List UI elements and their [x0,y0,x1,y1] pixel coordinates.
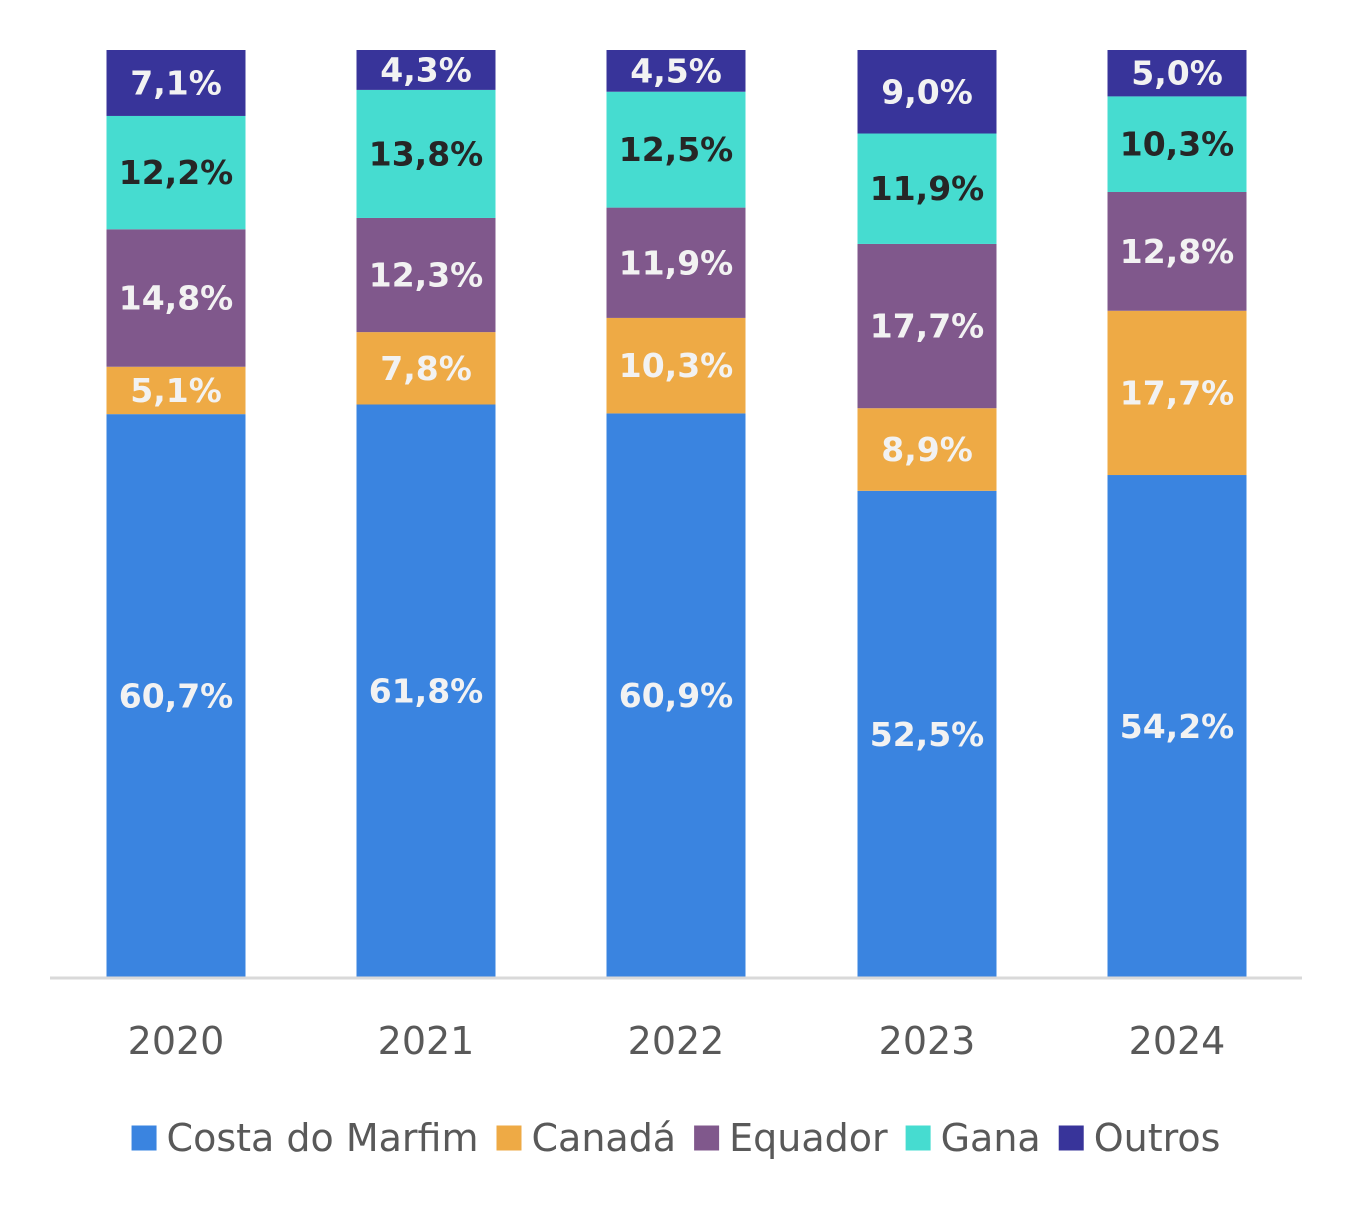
legend-item-canada: Canadá [496,1116,677,1160]
bar-segment-costa-do-marfim-2020 [106,414,246,978]
data-label-gana-2021: 13,8% [369,134,484,173]
bar-segment-equador-2024 [1107,191,1247,311]
x-tick-label-2020: 2020 [128,1019,225,1063]
legend-label-equador: Equador [729,1116,888,1160]
data-label-outros-2021: 4,3% [380,50,472,89]
data-label-gana-2020: 12,2% [119,153,234,192]
legend-item-outros: Outros [1058,1116,1221,1160]
data-label-equador-2020: 14,8% [119,279,234,318]
bar-stack-2022: 60,9% 10,3% 11,9% 12,5% 4,5% [606,50,746,978]
data-label-costa-do-marfim-2022: 60,9% [619,676,734,715]
bar-segment-outros-2020 [106,50,246,116]
data-label-equador-2021: 12,3% [369,256,484,295]
bar-segment-equador-2021 [356,217,496,333]
x-tick-label-2021: 2021 [378,1019,475,1063]
bar-segment-equador-2022 [606,207,746,318]
bar-segment-costa-do-marfim-2023 [857,490,997,978]
data-label-equador-2022: 11,9% [619,243,734,282]
bar-segment-outros-2022 [606,50,746,92]
x-tick-label-2023: 2023 [879,1019,976,1063]
legend-label-costa-do-marfim: Costa do Marfim [167,1116,479,1160]
bar-segment-canada-2023 [857,408,997,491]
bar-segment-gana-2022 [606,91,746,208]
bar-segment-canada-2020 [106,366,246,415]
legend-label-canada: Canadá [532,1116,677,1160]
data-label-canada-2020: 5,1% [130,371,222,410]
bar-segment-canada-2022 [606,317,746,414]
data-label-canada-2021: 7,8% [380,349,472,388]
data-label-gana-2023: 11,9% [870,169,985,208]
bar-segment-gana-2024 [1107,96,1247,192]
data-label-outros-2020: 7,1% [130,63,222,102]
legend-swatch-gana [905,1125,931,1151]
legend-swatch-costa-do-marfim [131,1125,157,1151]
bar-segment-outros-2023 [857,50,997,134]
bar-segment-costa-do-marfim-2024 [1107,475,1247,978]
bar-segment-gana-2021 [356,89,496,218]
bar-segment-equador-2020 [106,229,246,367]
bar-stack-2024: 54,2% 17,7% 12,8% 10,3% 5,0% [1107,50,1247,978]
data-label-equador-2023: 17,7% [870,307,985,346]
bar-stack-2021: 61,8% 7,8% 12,3% 13,8% 4,3% [356,50,496,979]
bar-stack-2020: 60,7% 5,1% 14,8% 12,2% 7,1% [106,50,246,978]
x-tick-labels: 2020 2021 2022 2023 2024 [128,1019,1226,1063]
legend-label-gana: Gana [941,1116,1041,1160]
data-label-gana-2022: 12,5% [619,130,734,169]
x-tick-label-2024: 2024 [1129,1019,1226,1063]
data-label-canada-2024: 17,7% [1120,373,1235,412]
legend-swatch-outros [1058,1125,1084,1151]
legend-item-equador: Equador [694,1116,888,1160]
data-label-canada-2023: 8,9% [881,430,973,469]
data-label-costa-do-marfim-2021: 61,8% [369,672,484,711]
legend-item-gana: Gana [905,1116,1041,1160]
x-tick-label-2022: 2022 [628,1019,725,1063]
legend: Costa do Marfim Canadá Equador Gana Outros [131,1116,1221,1160]
data-label-canada-2022: 10,3% [619,346,734,385]
bar-segment-canada-2021 [356,332,496,405]
data-label-equador-2024: 12,8% [1120,232,1235,271]
bar-segment-gana-2020 [106,115,246,230]
bars-group: 60,7% 5,1% 14,8% 12,2% 7,1% 61,8% 7,8% 12,3% 13,… [106,50,1247,979]
data-label-costa-do-marfim-2024: 54,2% [1120,707,1235,746]
data-label-outros-2024: 5,0% [1131,54,1223,93]
bar-segment-outros-2021 [356,50,496,90]
bar-segment-gana-2023 [857,133,997,244]
legend-swatch-equador [694,1125,720,1151]
bar-segment-equador-2023 [857,243,997,409]
bar-segment-costa-do-marfim-2021 [356,404,496,979]
data-label-costa-do-marfim-2020: 60,7% [119,677,234,716]
data-label-outros-2022: 4,5% [630,51,722,90]
data-label-costa-do-marfim-2023: 52,5% [870,715,985,754]
bar-segment-costa-do-marfim-2022 [606,413,746,978]
legend-swatch-canada [496,1125,522,1151]
data-label-gana-2024: 10,3% [1120,125,1235,164]
legend-item-costa-do-marfim: Costa do Marfim [131,1116,479,1160]
bar-stack-2023: 52,5% 8,9% 17,7% 11,9% 9,0% [857,50,997,978]
legend-label-outros: Outros [1094,1116,1221,1160]
bar-segment-outros-2024 [1107,50,1247,97]
bar-segment-canada-2024 [1107,310,1247,476]
data-label-outros-2023: 9,0% [881,72,973,111]
